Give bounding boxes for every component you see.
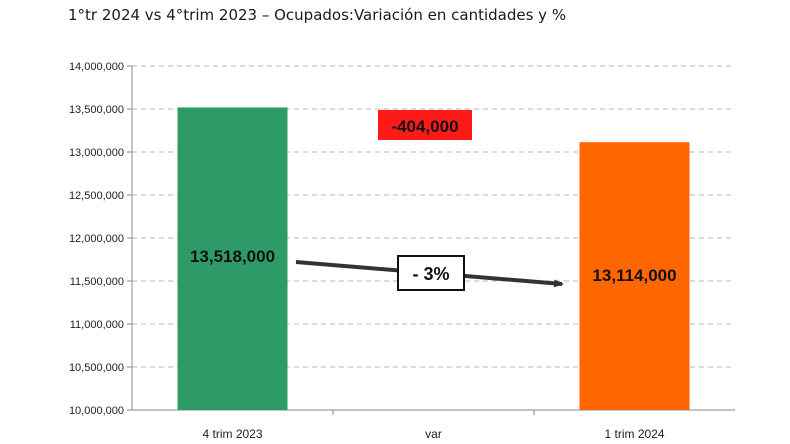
y-tick-label: 12,000,000 [69,233,124,245]
y-tick-label: 10,000,000 [69,405,124,417]
y-tick-labels: 10,000,000 10,500,000 11,000,000 11,500,000… [69,61,132,417]
y-tick-label: 12,500,000 [69,190,124,202]
y-tick-label: 13,500,000 [69,104,124,116]
bar-data-label: 13,518,000 [190,247,275,266]
category-label: 4 trim 2023 [202,427,262,441]
category-label: var [425,427,442,441]
y-tick-label: 13,000,000 [69,147,124,159]
percent-change-box [397,255,465,291]
bar-data-label: 13,114,000 [592,266,676,285]
y-tick-label: 11,000,000 [70,319,124,331]
y-tick-label: 14,000,000 [69,61,124,73]
bar [177,107,288,411]
bars [177,107,690,411]
bar [579,142,690,411]
percent-change-label: - 3% [412,264,449,284]
y-tick-label: 11,500,000 [70,276,124,288]
difference-label: -404,000 [391,117,458,136]
bar-data-labels: 13,518,000 13,114,000 [190,247,677,285]
category-labels: 4 trim 2023 var 1 trim 2024 [202,410,665,441]
difference-badge [378,110,472,140]
category-label: 1 trim 2024 [604,427,664,441]
chart-title: 1°tr 2024 vs 4°trim 2023 – Ocupados:Vari… [68,6,567,24]
y-tick-label: 10,500,000 [69,362,124,374]
